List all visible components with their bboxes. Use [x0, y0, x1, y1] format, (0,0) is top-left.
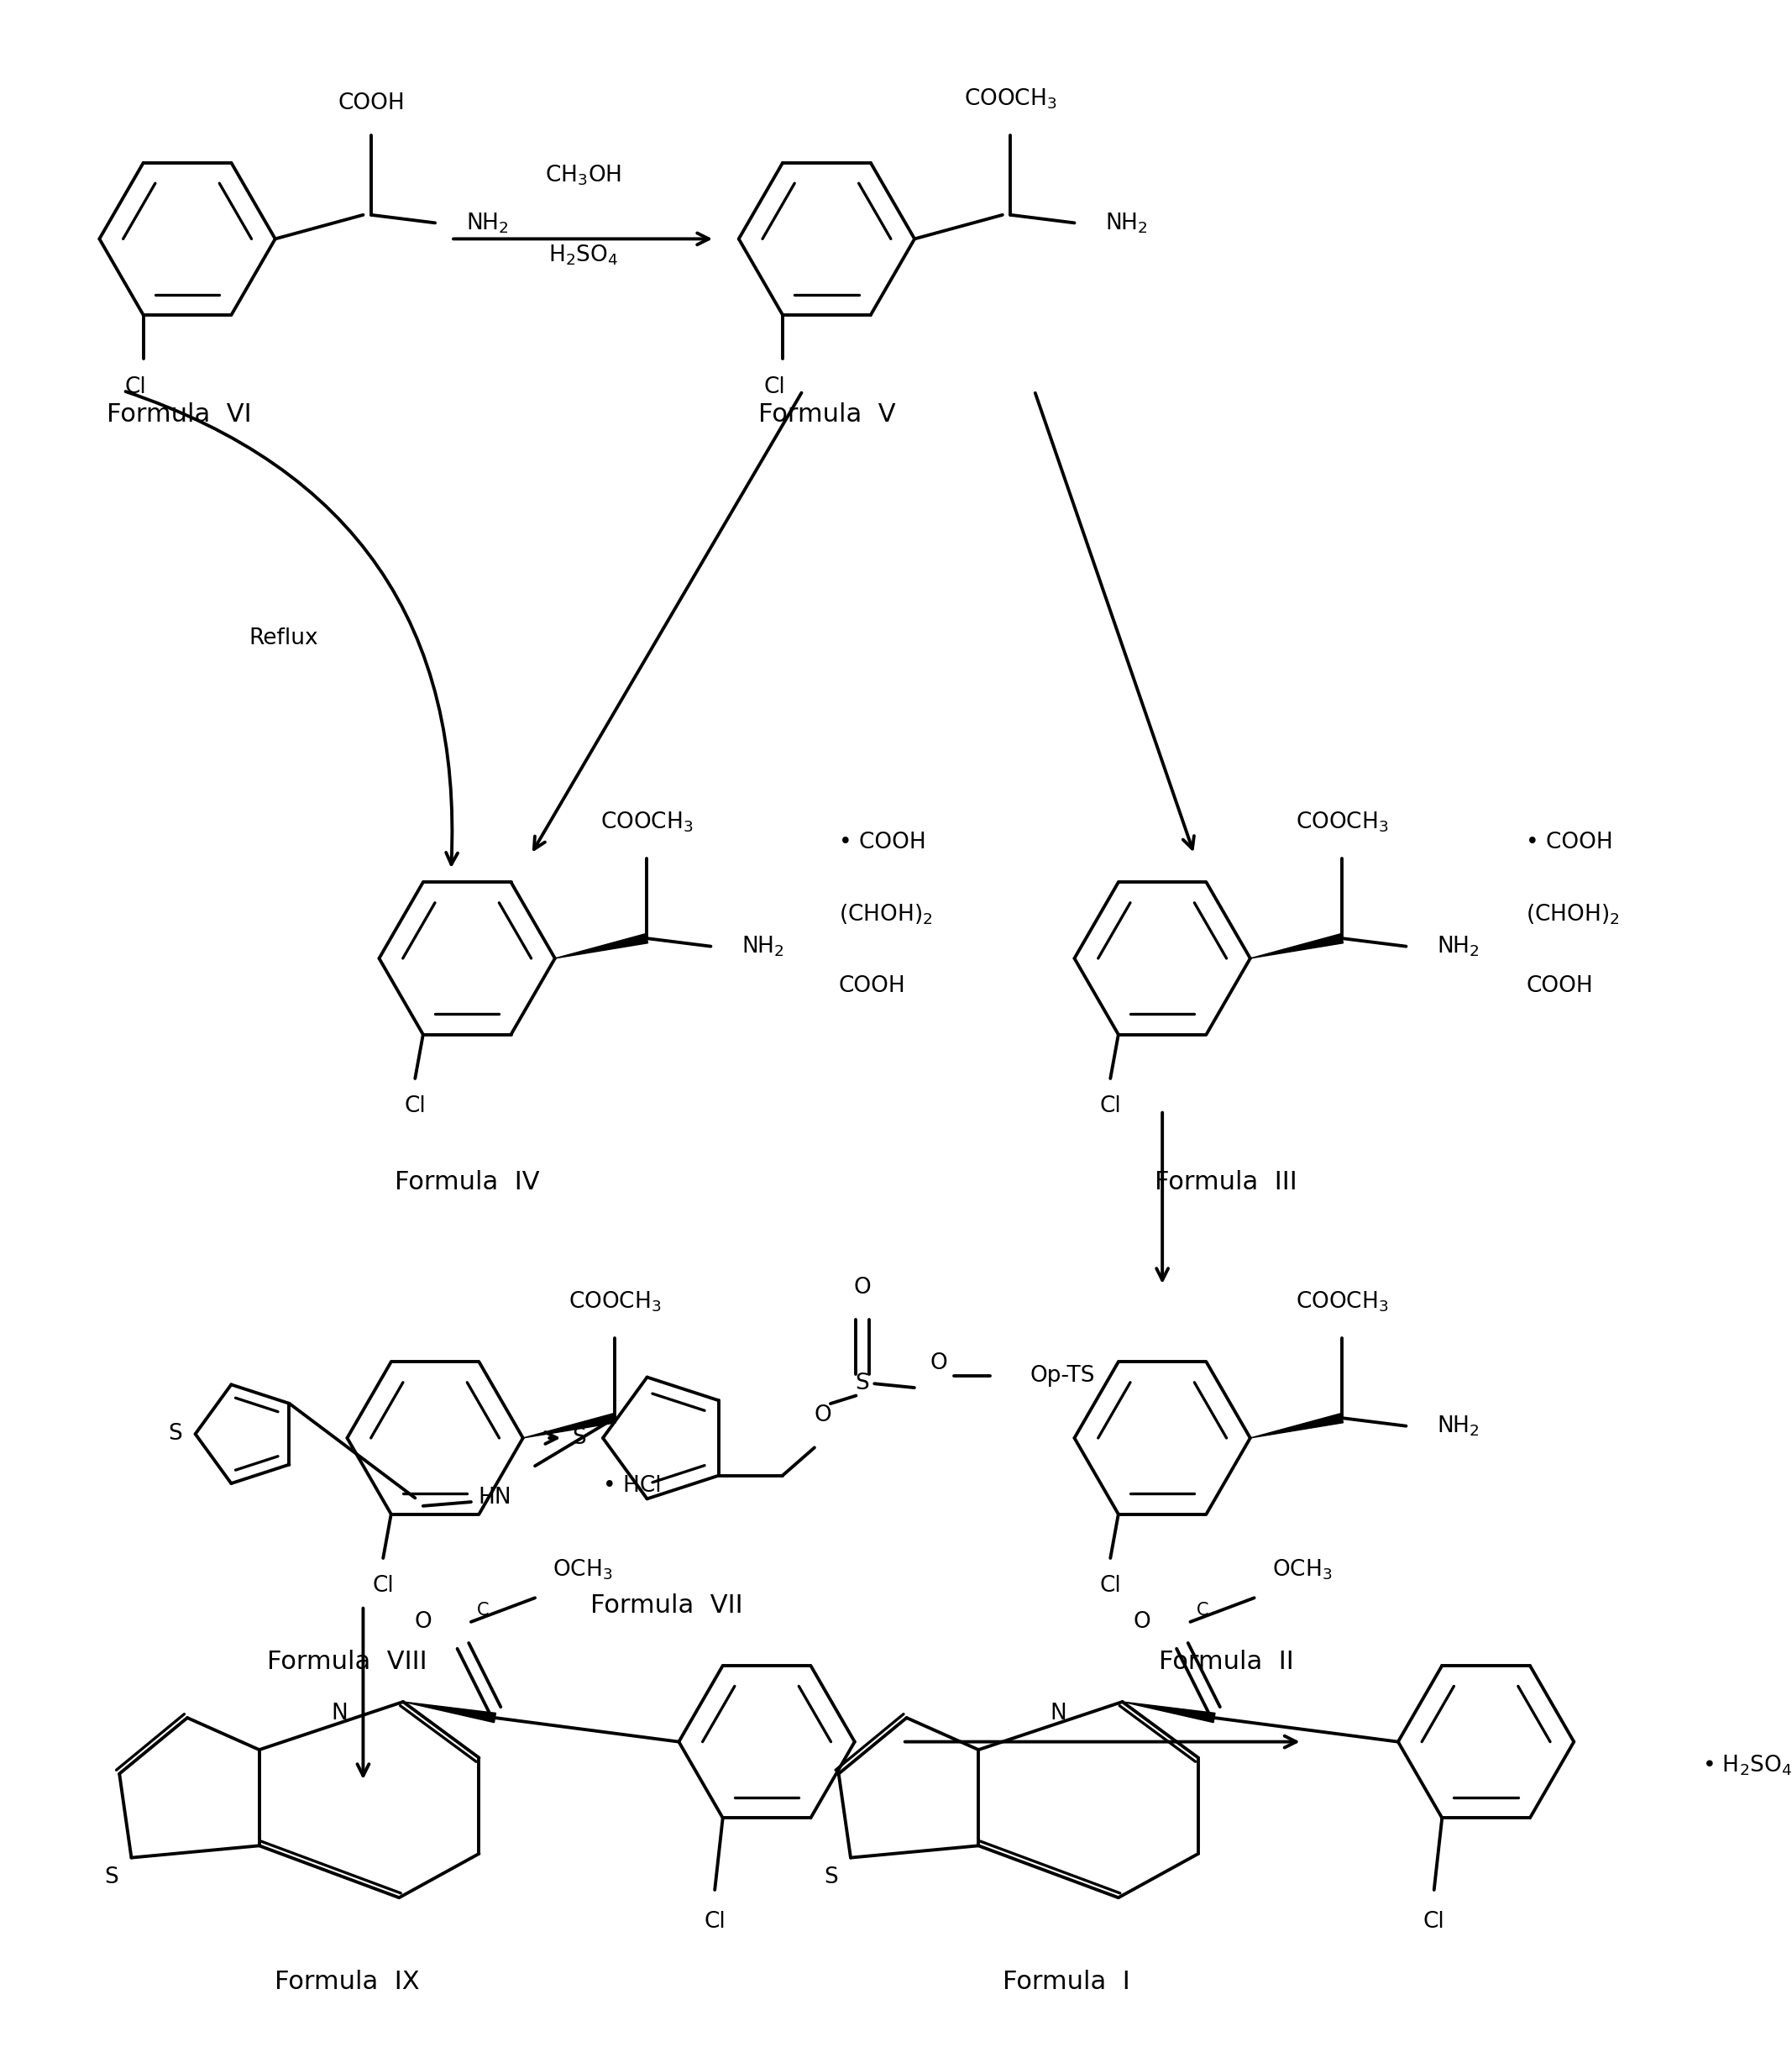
Text: Cl: Cl	[1100, 1576, 1122, 1597]
Text: Formula  V: Formula V	[758, 403, 896, 428]
Text: S: S	[572, 1427, 586, 1449]
Polygon shape	[403, 1701, 496, 1722]
Text: OCH$_3$: OCH$_3$	[554, 1558, 613, 1582]
Text: • COOH: • COOH	[1527, 831, 1613, 854]
Text: C: C	[1197, 1601, 1208, 1619]
Text: Formula  VII: Formula VII	[591, 1595, 744, 1617]
Text: COOH: COOH	[839, 976, 905, 997]
Text: COOCH$_3$: COOCH$_3$	[568, 1290, 661, 1314]
Text: Cl: Cl	[763, 377, 785, 397]
Text: H$_2$SO$_4$: H$_2$SO$_4$	[548, 244, 618, 266]
Text: Formula  II: Formula II	[1159, 1650, 1294, 1674]
Text: S: S	[168, 1423, 183, 1445]
Text: (CHOH)$_2$: (CHOH)$_2$	[839, 903, 932, 927]
Text: Cl: Cl	[405, 1095, 426, 1118]
Polygon shape	[556, 933, 649, 958]
Text: C: C	[477, 1601, 489, 1619]
Text: • HCl: • HCl	[602, 1476, 661, 1496]
Text: CH$_3$OH: CH$_3$OH	[545, 164, 622, 186]
Text: NH$_2$: NH$_2$	[1437, 1414, 1480, 1437]
Text: COOCH$_3$: COOCH$_3$	[1296, 811, 1389, 835]
Text: Cl: Cl	[1423, 1912, 1444, 1932]
FancyArrowPatch shape	[125, 391, 457, 864]
Text: O: O	[1134, 1611, 1150, 1634]
Text: COOCH$_3$: COOCH$_3$	[1296, 1290, 1389, 1314]
Text: S: S	[824, 1867, 837, 1889]
Text: COOCH$_3$: COOCH$_3$	[964, 88, 1057, 111]
Text: S: S	[104, 1867, 118, 1889]
Text: O: O	[930, 1353, 946, 1376]
Polygon shape	[523, 1412, 616, 1437]
Polygon shape	[1122, 1701, 1215, 1722]
Text: (CHOH)$_2$: (CHOH)$_2$	[1527, 903, 1620, 927]
Text: • COOH: • COOH	[839, 831, 926, 854]
Text: NH$_2$: NH$_2$	[466, 211, 509, 235]
Text: Cl: Cl	[373, 1576, 394, 1597]
Text: Formula  VI: Formula VI	[108, 403, 253, 428]
Text: NH$_2$: NH$_2$	[1437, 933, 1480, 958]
Text: Op-TS: Op-TS	[1030, 1365, 1095, 1386]
Text: Cl: Cl	[1100, 1095, 1122, 1118]
Text: Reflux: Reflux	[249, 628, 317, 649]
Text: • H$_2$SO$_4$: • H$_2$SO$_4$	[1702, 1754, 1792, 1777]
Text: NH$_2$: NH$_2$	[742, 933, 785, 958]
Text: COOH: COOH	[1527, 976, 1593, 997]
Text: N: N	[332, 1703, 348, 1726]
Text: Cl: Cl	[125, 377, 147, 397]
Text: Formula  III: Formula III	[1156, 1171, 1297, 1193]
Text: Cl: Cl	[704, 1912, 726, 1932]
Text: Formula  I: Formula I	[1004, 1969, 1131, 1994]
Text: NH$_2$: NH$_2$	[1106, 211, 1147, 235]
Text: HN: HN	[478, 1486, 513, 1509]
Text: Formula  VIII: Formula VIII	[267, 1650, 426, 1674]
Text: O: O	[414, 1611, 432, 1634]
Text: O: O	[814, 1404, 831, 1427]
Text: COOH: COOH	[337, 92, 405, 115]
Polygon shape	[1251, 933, 1344, 958]
Text: OCH$_3$: OCH$_3$	[1272, 1558, 1331, 1582]
Text: Formula  IV: Formula IV	[394, 1171, 539, 1193]
Text: Formula  IX: Formula IX	[274, 1969, 419, 1994]
Text: COOCH$_3$: COOCH$_3$	[600, 811, 694, 835]
Text: S: S	[855, 1374, 869, 1394]
Polygon shape	[1251, 1412, 1344, 1437]
Text: O: O	[853, 1277, 871, 1298]
Text: N: N	[1050, 1703, 1066, 1726]
